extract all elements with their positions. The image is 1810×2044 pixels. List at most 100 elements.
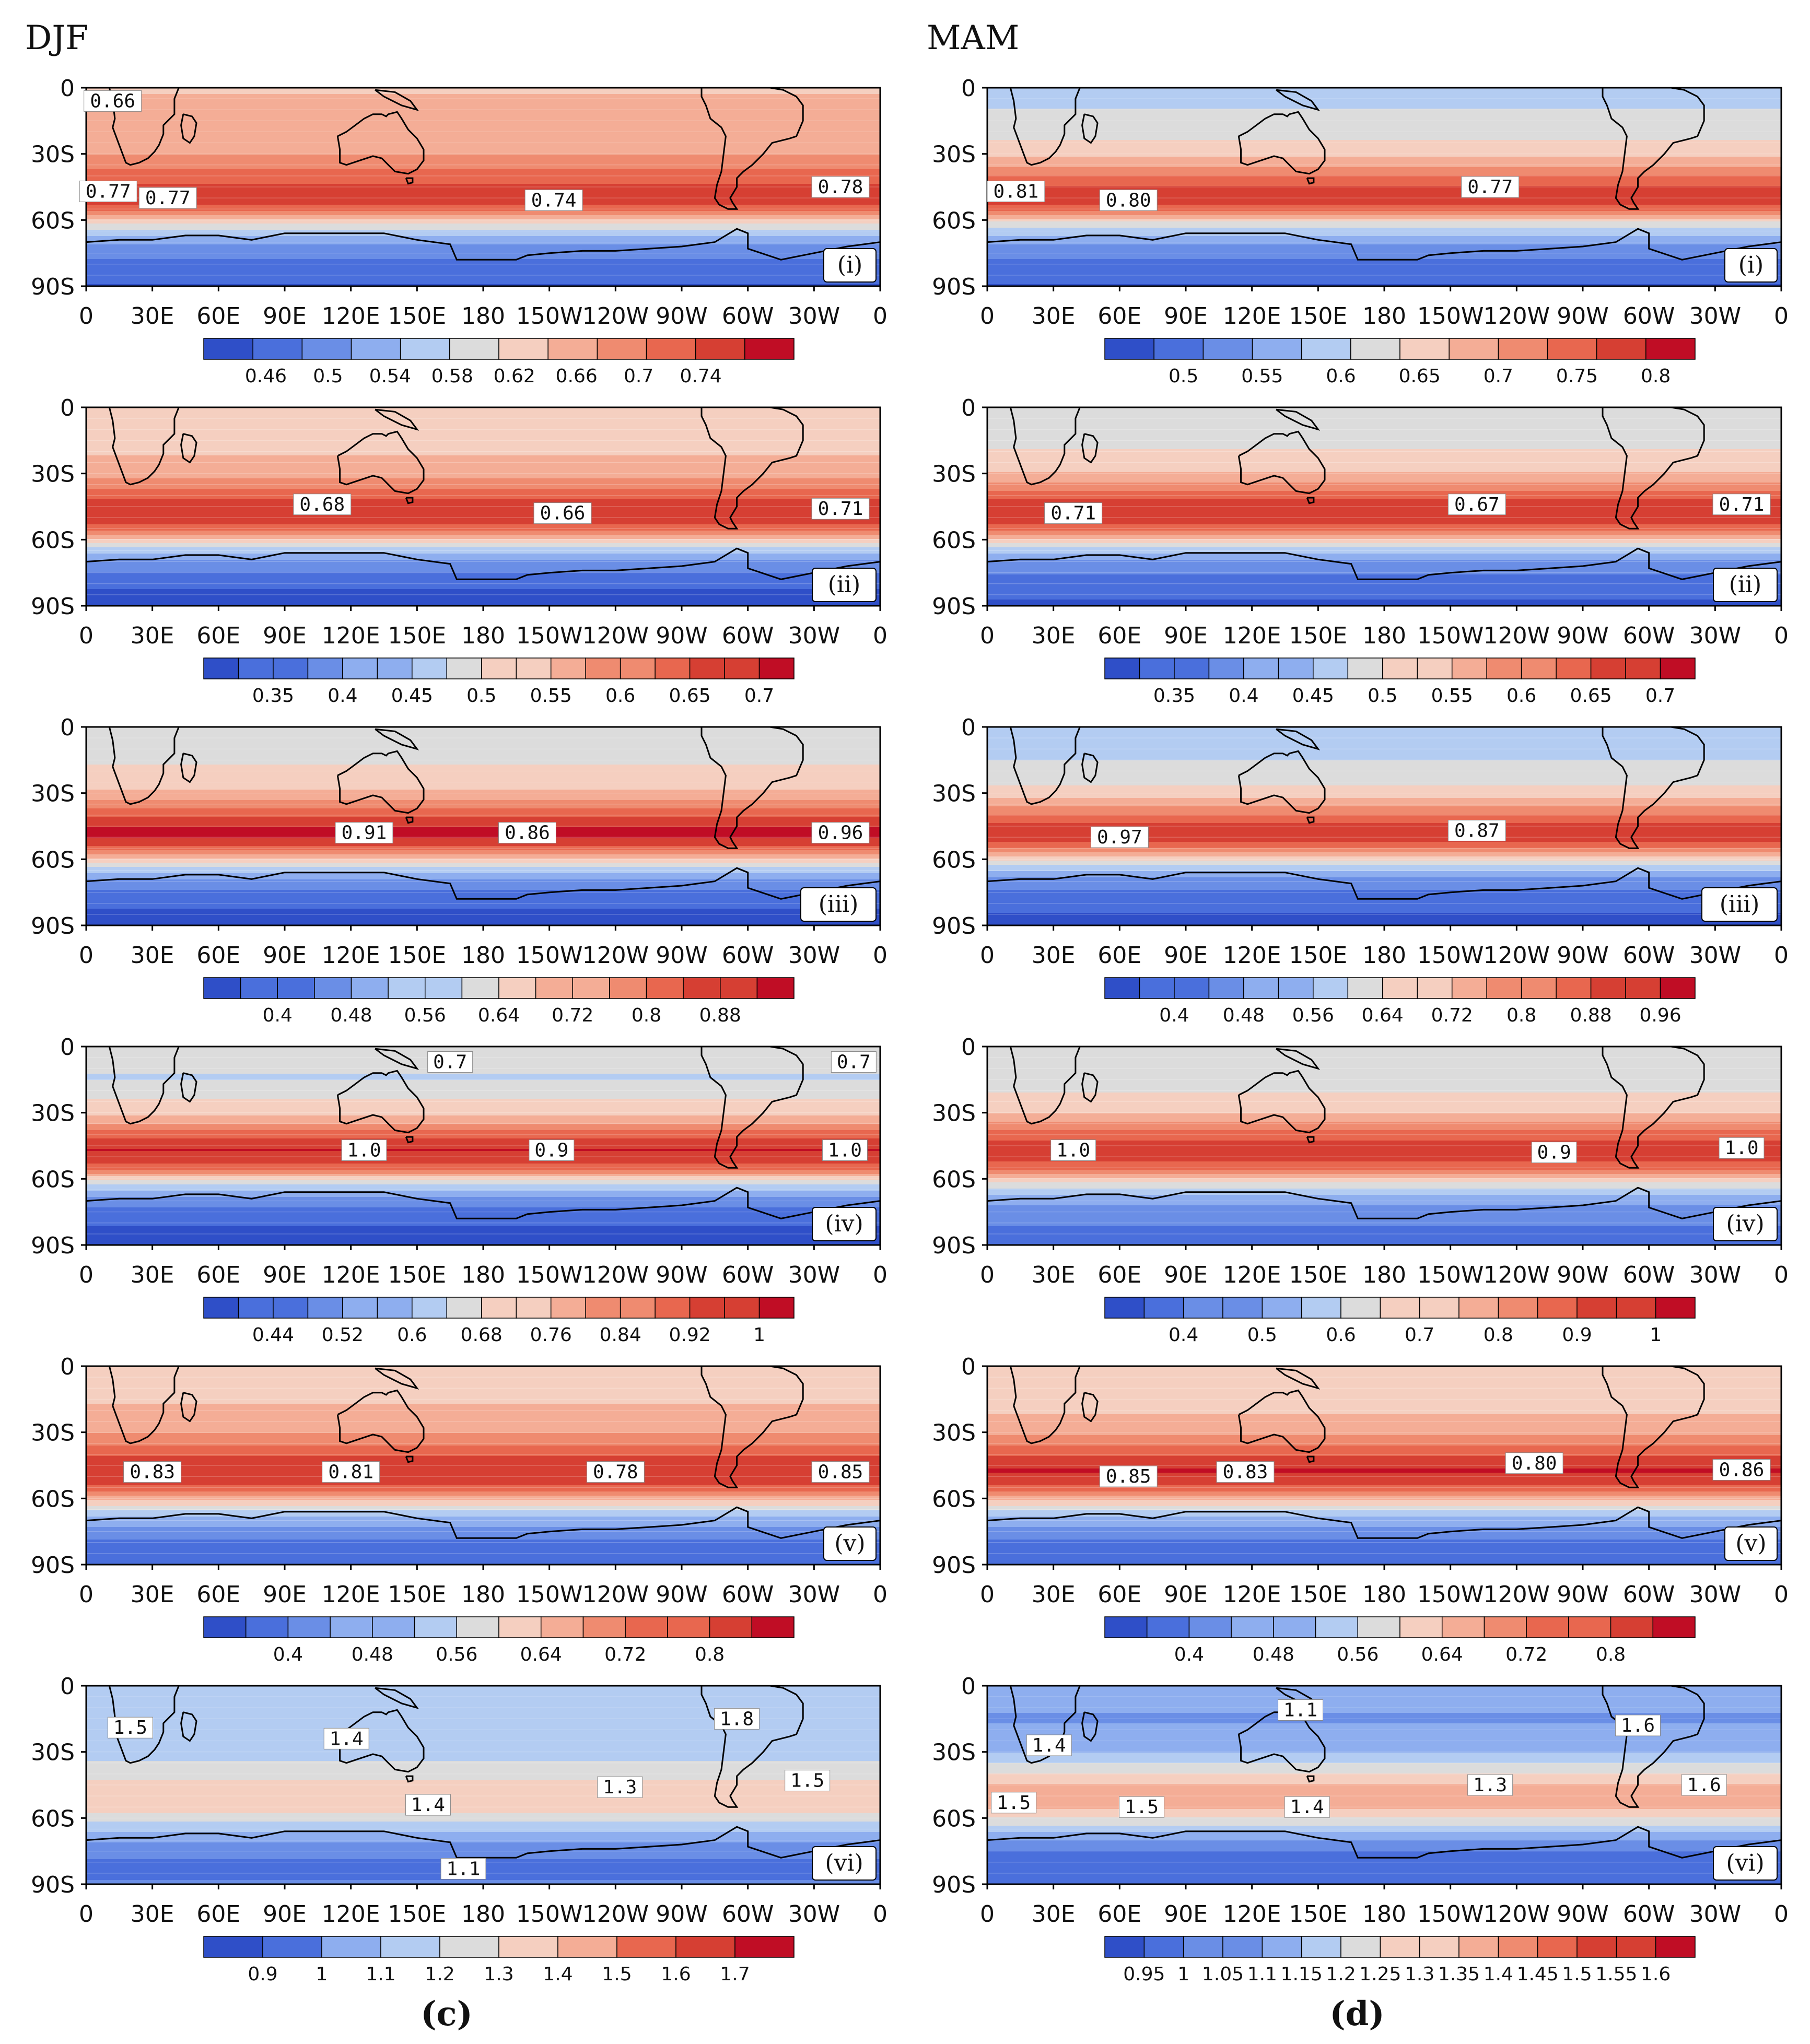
field-band	[987, 1788, 1781, 1791]
field-band	[86, 1705, 880, 1707]
field-band	[86, 1836, 880, 1839]
field-band	[86, 132, 880, 134]
field-band	[86, 1751, 880, 1753]
field-band	[86, 1792, 880, 1795]
field-band	[86, 280, 880, 283]
field-band	[86, 1203, 880, 1206]
colorbar-swatch	[377, 1297, 413, 1319]
field-band	[987, 923, 1781, 925]
field-band	[86, 765, 880, 767]
colorbar-tick-label: 0.4	[328, 685, 357, 707]
field-band	[987, 1105, 1781, 1108]
field-band	[86, 1197, 880, 1200]
contour-label: 0.78	[818, 177, 863, 198]
colorbar-swatch	[1568, 1616, 1612, 1638]
colorbar-tick-label: 0.84	[600, 1324, 641, 1346]
x-tick-label: 30E	[1032, 1262, 1076, 1288]
field-band	[86, 186, 880, 189]
coastline	[336, 430, 425, 495]
field-band	[86, 480, 880, 483]
field-band	[987, 556, 1781, 558]
field-band	[987, 1803, 1781, 1805]
field-band	[987, 1560, 1781, 1563]
field-band	[86, 595, 880, 598]
field-band	[86, 1479, 880, 1482]
field-band	[86, 1425, 880, 1427]
x-tick-label: 30W	[788, 942, 840, 969]
colorbar-swatch	[547, 338, 598, 360]
field-band	[987, 1709, 1781, 1711]
field-band	[987, 244, 1781, 247]
colorbar-swatch	[498, 1616, 542, 1638]
colorbar-swatch	[1243, 657, 1279, 679]
field-band	[86, 562, 880, 565]
field-band	[987, 449, 1781, 452]
field-band	[86, 1397, 880, 1400]
x-tick-label: 120W	[582, 1901, 649, 1928]
field-band	[987, 1527, 1781, 1530]
field-band	[86, 1523, 880, 1525]
colorbar-tick-label: 0.92	[669, 1324, 711, 1346]
field-band	[86, 913, 880, 915]
field-band	[987, 1216, 1781, 1218]
y-tick-label: 60S	[932, 1166, 976, 1193]
colorbar-swatch	[1399, 338, 1450, 360]
field-band	[86, 604, 880, 606]
field-band	[987, 447, 1781, 450]
field-band	[987, 1153, 1781, 1156]
field-band	[86, 1558, 880, 1561]
contour-label: 0.7	[433, 1052, 467, 1073]
colorbar-swatch	[695, 338, 745, 360]
contour-label: 0.87	[1454, 820, 1500, 841]
field-band	[86, 138, 880, 140]
colorbar-tick-label: 1.6	[1641, 1964, 1671, 1985]
field-band	[987, 1483, 1781, 1486]
field-band	[86, 1412, 880, 1415]
colorbar: 0.4 0.5 0.6 0.7 0.8 0.9 1	[1104, 1297, 1696, 1346]
colorbar-tick-label: 0.7	[1645, 685, 1675, 707]
field-band	[987, 466, 1781, 468]
colorbar-swatch	[1498, 1297, 1538, 1319]
field-band	[987, 1757, 1781, 1759]
colorbar-tick-label: 0.72	[1505, 1644, 1547, 1665]
x-tick-label: 30W	[788, 303, 840, 330]
field-band	[987, 242, 1781, 245]
field-band	[86, 737, 880, 740]
field-band	[86, 1460, 880, 1463]
field-band	[987, 796, 1781, 798]
field-band	[987, 445, 1781, 448]
colorbar-swatch	[1590, 977, 1626, 999]
contour-label: 0.71	[1719, 494, 1765, 515]
field-band	[86, 1738, 880, 1741]
field-band	[86, 1155, 880, 1158]
x-tick-label: 0	[79, 1262, 94, 1288]
coastlines	[86, 407, 880, 580]
x-tick-label: 150W	[516, 1901, 583, 1928]
field-band	[987, 1830, 1781, 1832]
field-band	[86, 1191, 880, 1193]
colorbar-tick-label: 0.65	[669, 685, 711, 707]
field-band	[987, 1807, 1781, 1810]
field-band	[987, 574, 1781, 577]
field-band	[86, 115, 880, 118]
field-band	[987, 800, 1781, 803]
panel-label-box	[823, 1526, 877, 1561]
contour-label-box	[811, 176, 870, 198]
field-band	[987, 1809, 1781, 1812]
panel-label: (v)	[834, 1530, 865, 1557]
field-band	[86, 1239, 880, 1241]
contour-label: 0.77	[1467, 177, 1513, 198]
field-band	[987, 1792, 1781, 1795]
field-band	[86, 175, 880, 178]
field-band	[86, 1519, 880, 1521]
colorbar-swatch	[330, 1616, 373, 1638]
field-band	[86, 535, 880, 537]
x-tick-label: 60W	[722, 1581, 774, 1608]
field-band	[987, 602, 1781, 604]
field-band	[86, 1707, 880, 1709]
x-tick-label: 0	[980, 1262, 995, 1288]
field-band	[987, 251, 1781, 253]
field-band	[987, 480, 1781, 483]
field-band	[86, 224, 880, 226]
field-band	[987, 1212, 1781, 1214]
